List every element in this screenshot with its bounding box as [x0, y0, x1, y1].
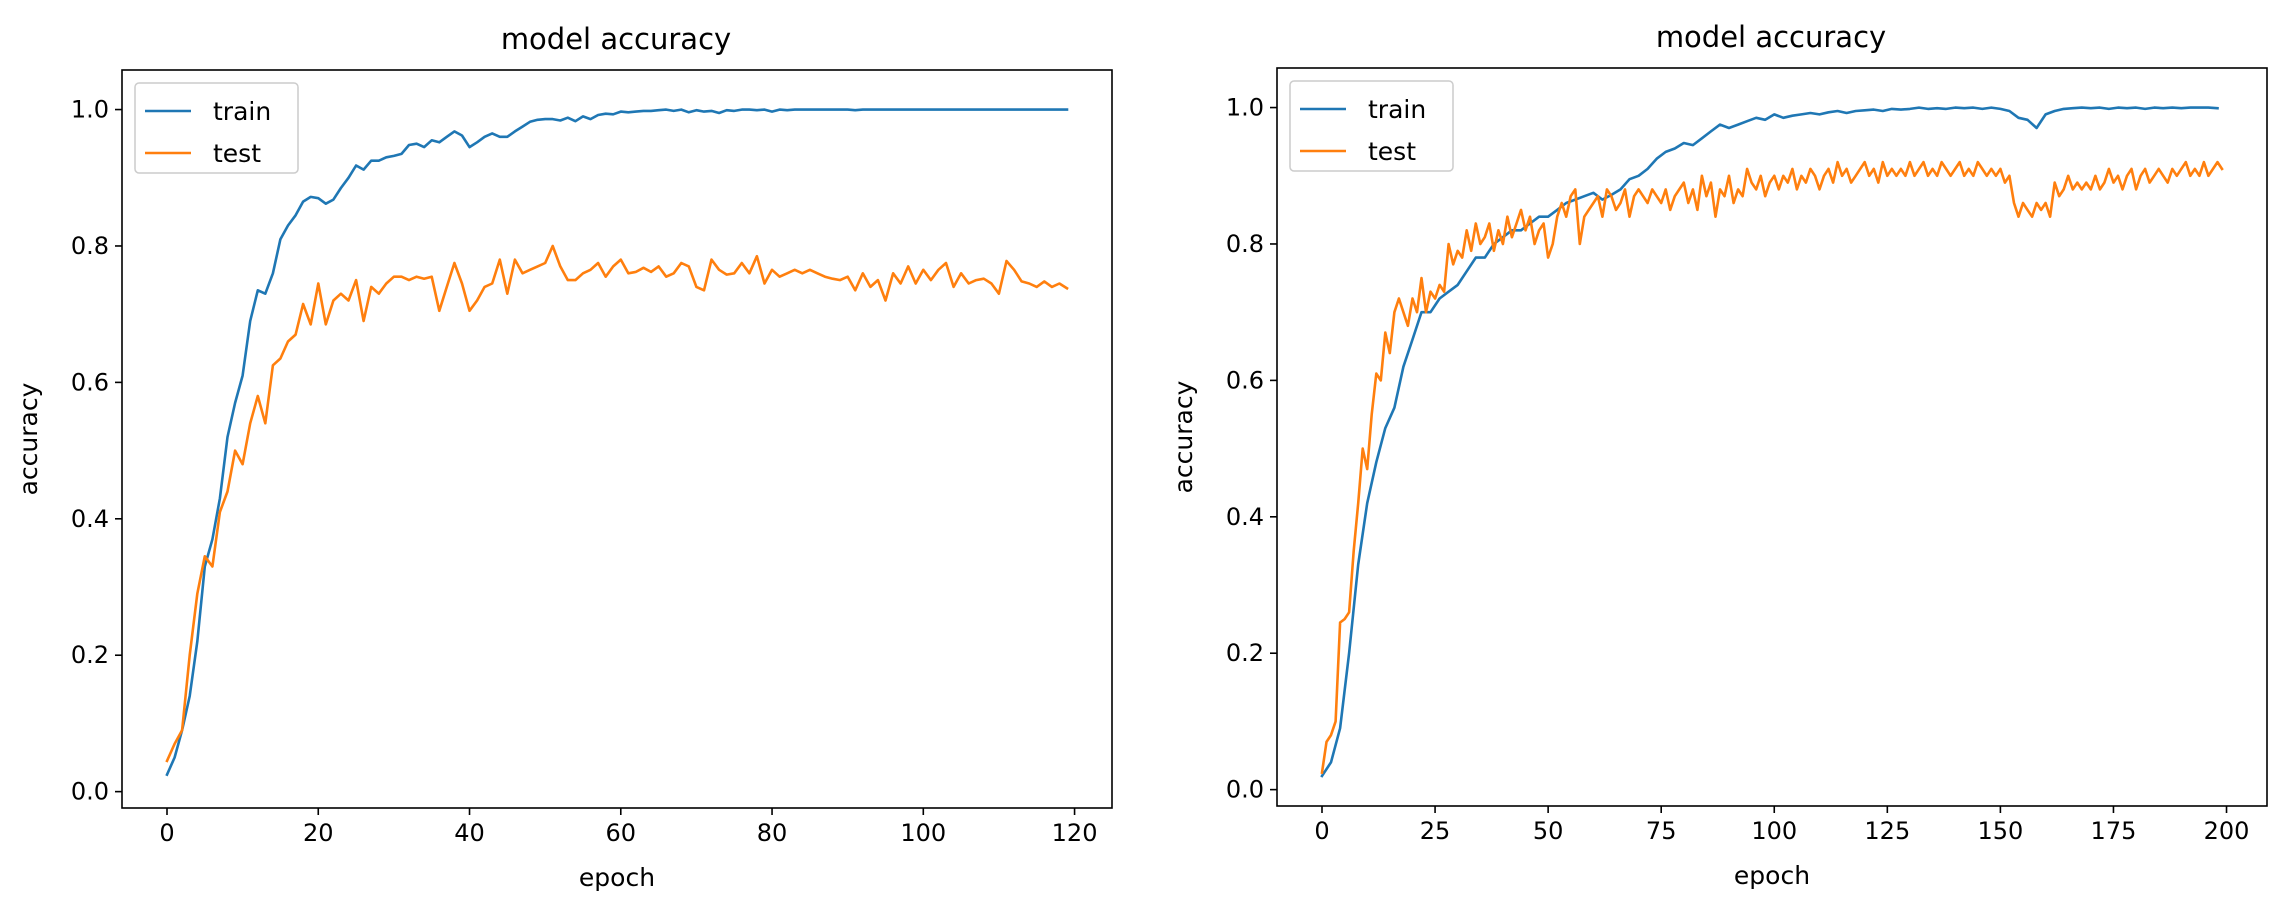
series-line-test: [1320, 160, 2224, 775]
y-tick-label: 0.8: [1226, 230, 1264, 258]
legend-label-test: test: [1368, 137, 1416, 166]
y-tick-label: 0.6: [71, 368, 109, 396]
y-tick-label: 0.4: [71, 505, 109, 533]
y-tick-label: 1.0: [1226, 94, 1264, 122]
legend-box: [134, 82, 299, 174]
x-tick-label: 125: [1864, 817, 1910, 845]
legend: train test: [1289, 80, 1454, 172]
x-tick-label: 200: [2204, 817, 2250, 845]
legend: train test: [134, 82, 299, 174]
x-tick-label: 20: [303, 819, 334, 847]
x-tick-label: 50: [1533, 817, 1564, 845]
x-axis-label: epoch: [1734, 861, 1810, 890]
y-tick-label: 0.0: [1226, 776, 1264, 804]
y-tick-label: 0.6: [1226, 366, 1264, 394]
x-axis-label: epoch: [579, 863, 655, 892]
x-tick-label: 100: [900, 819, 946, 847]
y-axis-label: accuracy: [1169, 380, 1198, 493]
chart-left: model accuracy 0 20 40 60 80 100 120 0.0 0.2 0.4…: [14, 22, 1113, 892]
plot-frame: [121, 69, 1113, 809]
x-tick-label: 60: [606, 819, 637, 847]
x-tick-label: 25: [1420, 817, 1451, 845]
chart-title: model accuracy: [501, 22, 731, 56]
x-tick-label: 120: [1052, 819, 1098, 847]
y-tick-label: 0.4: [1226, 503, 1264, 531]
x-tick-label: 0: [159, 819, 174, 847]
legend-box: [1289, 80, 1454, 172]
y-tick-label: 0.0: [71, 778, 109, 806]
y-tick-label: 1.0: [71, 96, 109, 124]
series-line-train: [165, 108, 1069, 777]
x-tick-label: 40: [454, 819, 485, 847]
legend-label-train: train: [213, 97, 271, 126]
chart-title: model accuracy: [1656, 20, 1886, 54]
series-line-test: [165, 244, 1069, 763]
series-line-train: [1320, 106, 2219, 778]
legend-label-test: test: [213, 139, 261, 168]
x-tick-label: 100: [1751, 817, 1797, 845]
y-tick-label: 0.2: [71, 641, 109, 669]
x-tick-label: 80: [757, 819, 788, 847]
y-tick-label: 0.8: [71, 232, 109, 260]
x-tick-label: 75: [1646, 817, 1677, 845]
x-tick-label: 150: [1977, 817, 2023, 845]
x-tick-label: 175: [2091, 817, 2137, 845]
legend-label-train: train: [1368, 95, 1426, 124]
chart-right: model accuracy 0 25 50 75 100 125 150 175 200 0.…: [1169, 20, 2268, 890]
y-axis-label: accuracy: [14, 382, 43, 495]
x-tick-label: 0: [1314, 817, 1329, 845]
y-tick-label: 0.2: [1226, 639, 1264, 667]
plot-frame: [1276, 67, 2268, 807]
